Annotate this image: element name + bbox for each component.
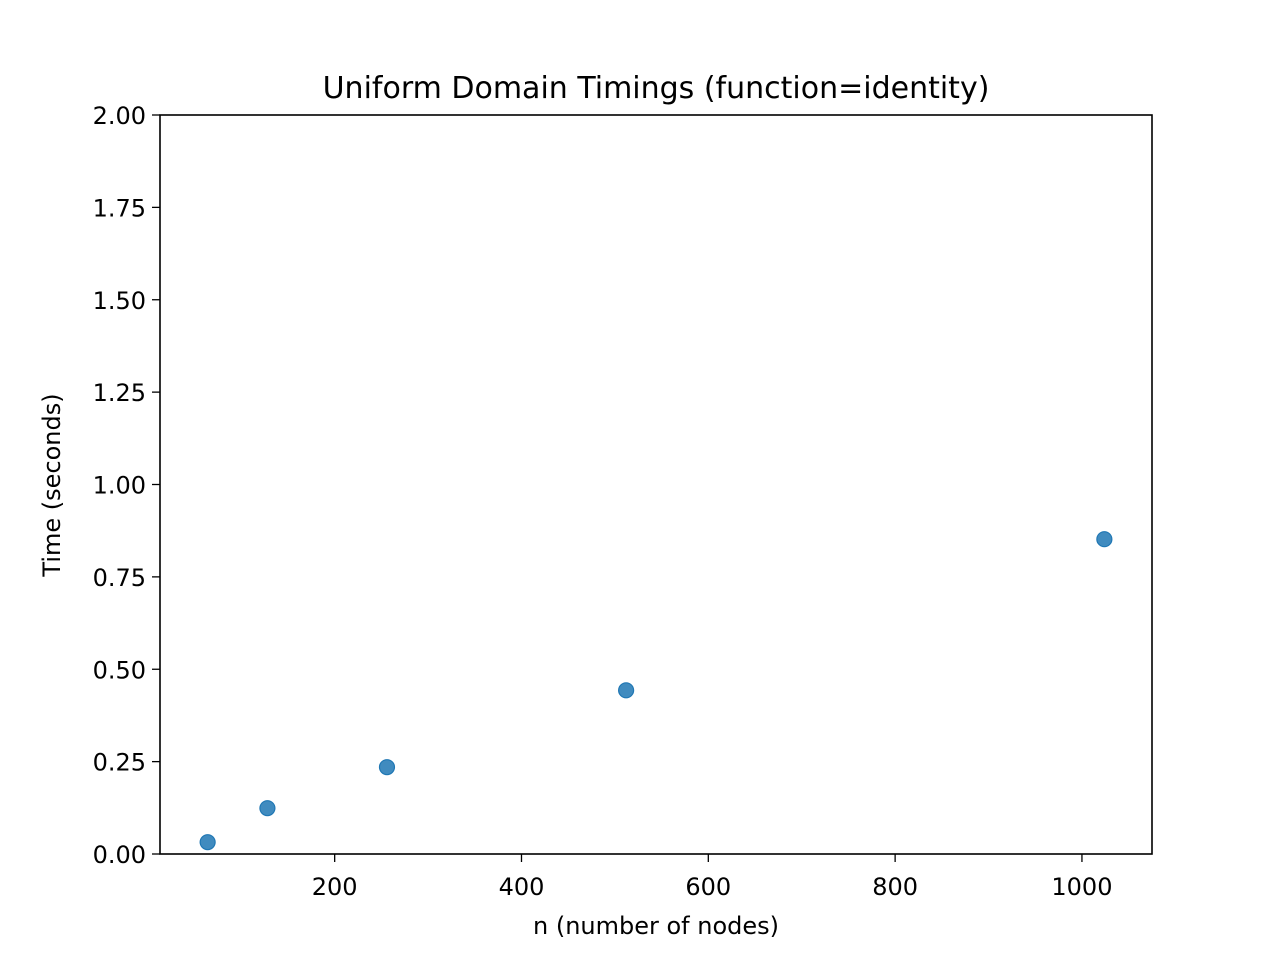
x-axis-label: n (number of nodes)	[533, 912, 779, 940]
y-axis-label: Time (seconds)	[38, 393, 66, 577]
axes-frame	[159, 114, 1153, 855]
y-tick-label: 1.50	[93, 287, 146, 315]
data-point	[1096, 531, 1113, 548]
data-point	[618, 682, 635, 699]
data-point	[378, 759, 396, 776]
x-tick-label: 1000	[1051, 873, 1112, 901]
x-tick-label: 200	[312, 873, 358, 901]
y-tick-label: 0.00	[93, 841, 146, 869]
chart-title: Uniform Domain Timings (function=identit…	[323, 71, 990, 106]
y-tick-label: 1.25	[93, 379, 146, 407]
y-tick-label: 1.75	[93, 194, 146, 222]
x-tick-label: 800	[872, 873, 918, 901]
y-tick-label: 0.75	[93, 564, 146, 592]
y-tick-label: 1.00	[93, 472, 146, 500]
y-tick-label: 0.25	[93, 749, 146, 777]
plot-area: 200 400 600 800 1000 0.00 0.25 0.50 0.75 1.00 1.25…	[93, 102, 1153, 901]
data-point	[259, 800, 276, 817]
x-tick-label: 400	[499, 873, 545, 901]
x-tick-label: 600	[685, 873, 731, 901]
y-tick-label: 2.00	[93, 102, 146, 130]
y-tick-label: 0.50	[93, 656, 146, 684]
data-point	[199, 834, 216, 851]
